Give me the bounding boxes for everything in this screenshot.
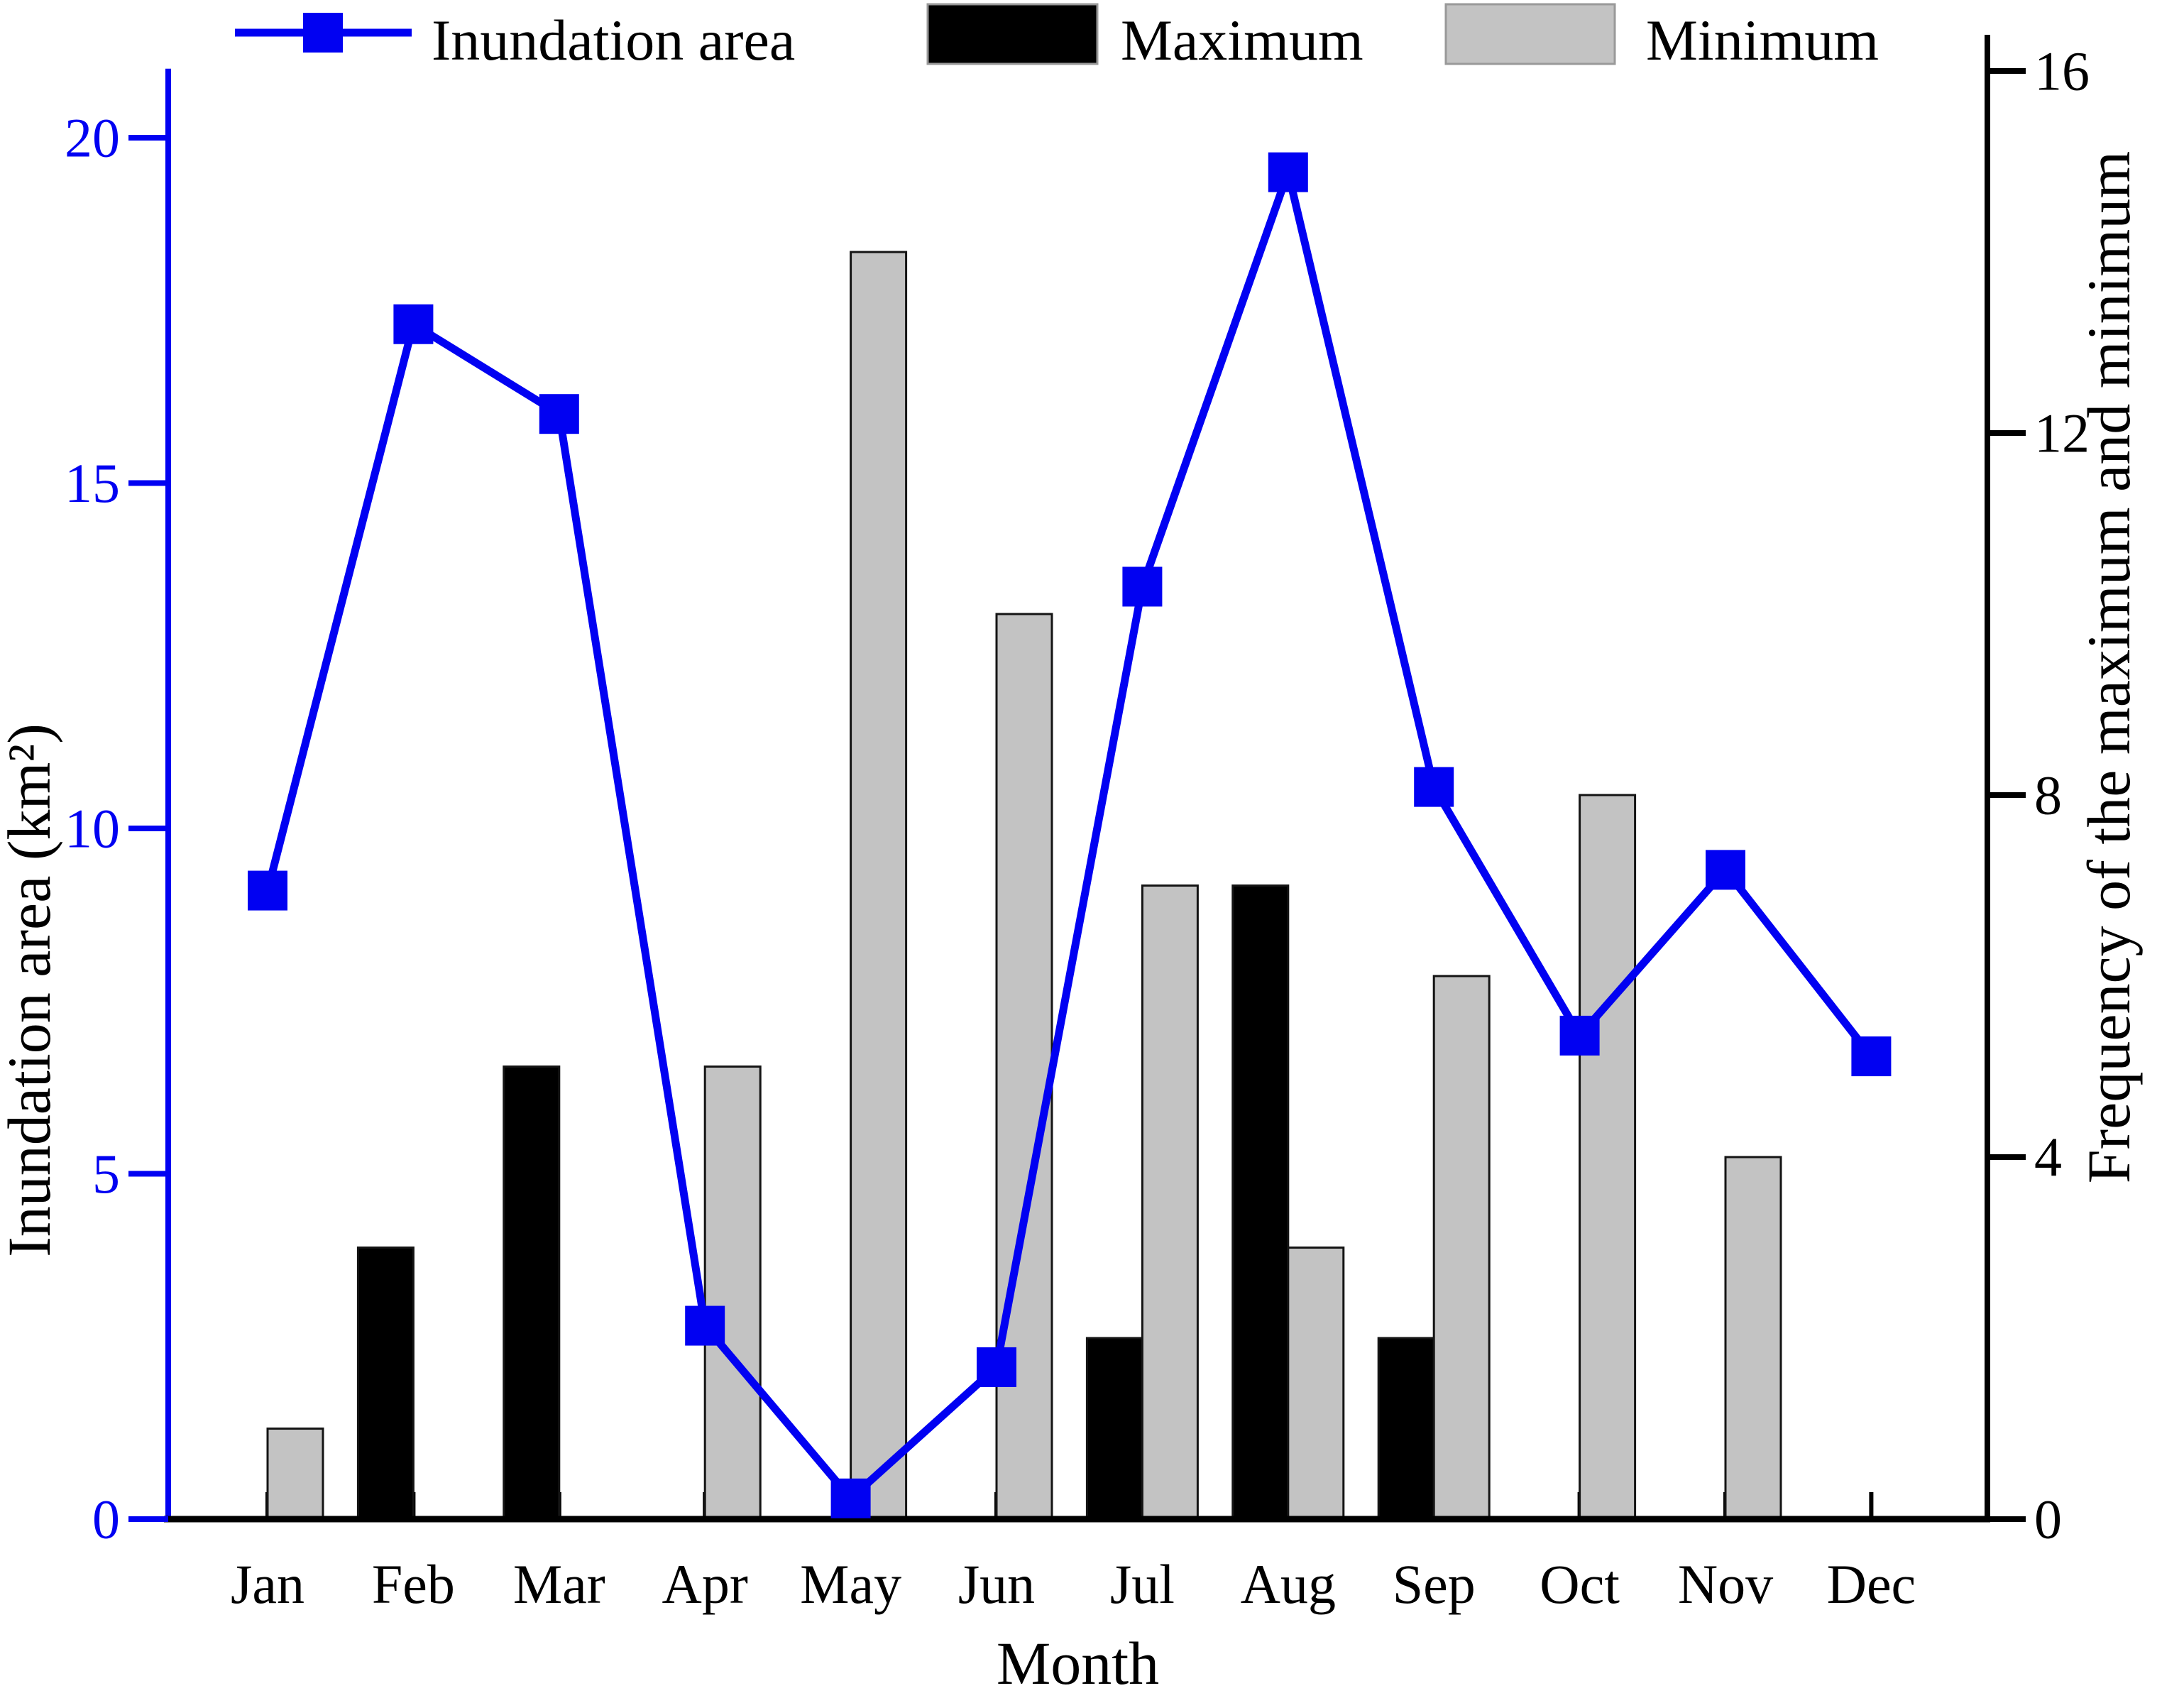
right-tick-label: 16 xyxy=(2034,40,2090,102)
left-axis-title: Inundation area (km²) xyxy=(0,723,63,1257)
inundation-line xyxy=(263,158,1875,1504)
left-tick-label: 20 xyxy=(65,107,120,169)
maximum-bar xyxy=(356,1247,415,1521)
inundation-marker xyxy=(1414,767,1454,807)
legend-marker-sample xyxy=(303,13,343,53)
right-tick-label: 0 xyxy=(2034,1489,2062,1550)
inundation-marker xyxy=(1268,152,1308,192)
legend-label-minimum: Minimum xyxy=(1646,8,1879,72)
month-label: Jan xyxy=(231,1553,304,1615)
right-axis-title: Frequency of the maximum and minimum xyxy=(2075,151,2143,1184)
left-tick-label: 0 xyxy=(92,1489,120,1550)
minimum-bar xyxy=(850,251,908,1521)
inundation-marker xyxy=(1851,1036,1892,1077)
minimum-bar xyxy=(1287,1247,1345,1521)
left-tick-label: 15 xyxy=(65,452,120,514)
right-tick-label: 8 xyxy=(2034,765,2062,826)
month-label: Aug xyxy=(1241,1553,1336,1615)
month-label: Jun xyxy=(958,1553,1035,1615)
minimum-bar xyxy=(703,1066,762,1521)
month-label: Oct xyxy=(1540,1553,1620,1615)
month-label: Mar xyxy=(513,1553,605,1615)
right-tick-label: 4 xyxy=(2034,1127,2062,1188)
inundation-marker xyxy=(393,304,434,344)
maximum-bar xyxy=(1231,884,1290,1521)
inundation-marker xyxy=(830,1478,871,1518)
month-label: May xyxy=(800,1553,901,1615)
inundation-marker xyxy=(977,1347,1016,1387)
minimum-bar xyxy=(1724,1156,1782,1521)
left-tick-label: 5 xyxy=(92,1143,120,1205)
inundation-marker xyxy=(1122,566,1163,607)
minimum-bar xyxy=(1432,975,1491,1521)
minimum-bar xyxy=(1141,884,1199,1521)
right-tick-label: 12 xyxy=(2034,402,2090,464)
minimum-bar xyxy=(1579,794,1637,1521)
month-label: Dec xyxy=(1827,1553,1916,1615)
minimum-bar xyxy=(266,1428,324,1521)
month-label: Sep xyxy=(1393,1553,1476,1615)
maximum-bar xyxy=(1085,1337,1143,1521)
legend-swatch-minimum xyxy=(1444,3,1616,65)
inundation-marker xyxy=(539,394,579,434)
inundation-marker xyxy=(1559,1015,1600,1056)
maximum-bar xyxy=(503,1066,561,1521)
inundation-marker xyxy=(1706,850,1745,890)
month-label: Feb xyxy=(372,1553,455,1615)
legend-label-inundation: Inundation area xyxy=(432,8,795,72)
legend-swatch-maximum xyxy=(926,3,1099,65)
x-axis-title: Month xyxy=(997,1629,1159,1697)
month-label: Jul xyxy=(1110,1553,1175,1615)
left-tick-label: 10 xyxy=(65,798,120,860)
inundation-marker xyxy=(685,1305,725,1346)
maximum-bar xyxy=(1377,1337,1435,1521)
legend-label-maximum: Maximum xyxy=(1121,8,1363,72)
month-label: Nov xyxy=(1678,1553,1773,1615)
inundation-marker xyxy=(248,870,287,911)
month-label: Apr xyxy=(662,1553,748,1615)
